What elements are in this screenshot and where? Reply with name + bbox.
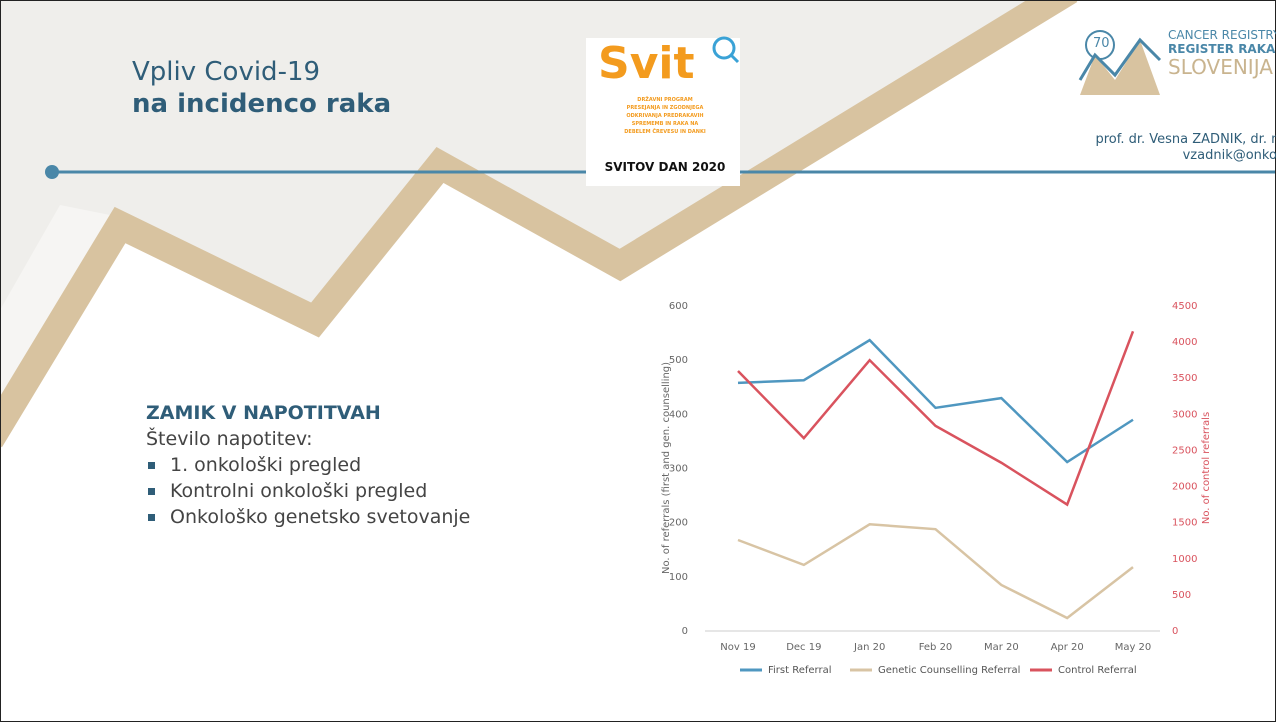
y2-axis-label: No. of control referrals	[1201, 412, 1212, 524]
y-tick-label: 100	[669, 572, 688, 583]
y-tick-label: 600	[669, 301, 688, 312]
x-tick-label: Mar 20	[984, 642, 1019, 653]
chart: No. of referrals (first and gen. counsel…	[0, 0, 1276, 722]
x-tick-label: Nov 19	[720, 642, 755, 653]
y2-tick-label: 4500	[1172, 301, 1197, 312]
x-tick-label: Jan 20	[853, 642, 885, 653]
y2-tick-label: 1500	[1172, 518, 1197, 529]
y-tick-label: 500	[669, 355, 688, 366]
x-tick-label: Apr 20	[1051, 642, 1084, 653]
series-line	[738, 331, 1133, 504]
y2-tick-label: 2500	[1172, 445, 1197, 456]
y2-tick-label: 4000	[1172, 337, 1197, 348]
y2-tick-label: 0	[1172, 626, 1178, 637]
y2-tick-label: 3500	[1172, 373, 1197, 384]
legend-label: Control Referral	[1058, 665, 1137, 676]
legend-label: First Referral	[768, 665, 832, 676]
x-tick-label: May 20	[1115, 642, 1152, 653]
x-tick-label: Feb 20	[919, 642, 953, 653]
slide: Vpliv Covid-19 na incidenco raka Svit DR…	[0, 0, 1276, 722]
y-tick-label: 400	[669, 409, 688, 420]
series-line	[738, 340, 1133, 462]
y2-tick-label: 3000	[1172, 409, 1197, 420]
y2-tick-label: 1000	[1172, 554, 1197, 565]
series-line	[738, 524, 1133, 618]
y2-tick-label: 500	[1172, 590, 1191, 601]
x-tick-label: Dec 19	[786, 642, 821, 653]
y-tick-label: 200	[669, 518, 688, 529]
y-tick-label: 0	[682, 626, 688, 637]
y2-tick-label: 2000	[1172, 482, 1197, 493]
y-tick-label: 300	[669, 464, 688, 475]
legend-label: Genetic Counselling Referral	[878, 665, 1020, 676]
